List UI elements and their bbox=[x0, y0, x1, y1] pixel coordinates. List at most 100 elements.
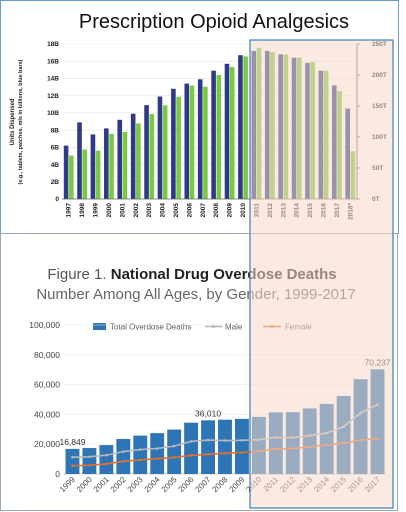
bottom-bar-total-2008 bbox=[218, 419, 232, 474]
bottom-point-female bbox=[122, 460, 125, 463]
bottom-point-male bbox=[71, 455, 74, 459]
bottom-point-female bbox=[206, 452, 210, 456]
bottom-chart-subtitle: Number Among All Ages, by Gender, 1999-2… bbox=[36, 286, 355, 303]
top-chart-title: Prescription Opioid Analgesics bbox=[79, 11, 349, 33]
bottom-point-female bbox=[376, 437, 379, 440]
bottom-y-tick-label: 40,000 bbox=[34, 409, 60, 419]
top-bar-units-2006 bbox=[184, 83, 190, 199]
top-bar-units-1998 bbox=[77, 122, 82, 199]
top-x-tick-label: 2007 bbox=[200, 203, 207, 218]
bottom-bar-total-2010 bbox=[251, 416, 266, 474]
bottom-point-female bbox=[257, 449, 261, 453]
top-x-tick-label: 2009 bbox=[227, 203, 234, 218]
bottom-point-female bbox=[308, 445, 312, 449]
left-axis-title-line1: Units Dispensed bbox=[10, 98, 16, 145]
top-bar-units-1999 bbox=[90, 134, 96, 199]
top-left-tick-label: 8B bbox=[51, 127, 60, 134]
bottom-x-tick-label: 2017 bbox=[363, 475, 382, 494]
top-left-tick-label: 2B bbox=[51, 179, 60, 186]
bottom-x-tick-label: 2008 bbox=[210, 475, 229, 494]
top-x-tick-label: 2000 bbox=[106, 203, 113, 218]
bottom-point-male bbox=[155, 447, 159, 450]
left-axis-title-line2: (e.g., tablets, patches, mls in billions… bbox=[18, 59, 24, 184]
top-bar-units-2005 bbox=[171, 88, 176, 199]
bottom-y-tick-label: 20,000 bbox=[34, 439, 60, 449]
bottom-y-tick-label: 80,000 bbox=[34, 350, 60, 360]
top-left-tick-label: 10B bbox=[47, 110, 59, 117]
bottom-point-female bbox=[291, 447, 295, 450]
bottom-point-male bbox=[376, 403, 379, 406]
bottom-point-female bbox=[223, 451, 227, 455]
legend: Total Overdose Deaths Male Female bbox=[93, 323, 312, 332]
legend-swatch-total bbox=[93, 323, 106, 330]
bottom-point-male bbox=[172, 444, 176, 448]
top-bar-units-1997 bbox=[63, 145, 69, 199]
top-bar-mme-2007 bbox=[203, 86, 208, 199]
bottom-bar-total-2004 bbox=[150, 433, 165, 474]
bottom-point-male bbox=[189, 440, 193, 443]
bottom-bar-total-2006 bbox=[184, 422, 199, 474]
bottom-bar-total-2007 bbox=[201, 420, 216, 474]
legend-label-female: Female bbox=[285, 323, 312, 332]
top-bar-units-2010 bbox=[238, 55, 243, 199]
bottom-point-female bbox=[240, 451, 244, 454]
top-bar-mme-2000 bbox=[109, 133, 114, 199]
bottom-x-tick-label: 2013 bbox=[295, 475, 314, 494]
top-bar-mme-2006 bbox=[189, 85, 195, 199]
bottom-y-tick-label: 60,000 bbox=[34, 380, 60, 390]
bottom-point-female bbox=[138, 458, 142, 462]
bottom-bar-total-2014 bbox=[319, 403, 334, 474]
bottom-y-tick-label: 100,000 bbox=[29, 320, 60, 330]
bottom-x-tick-label: 2015 bbox=[329, 475, 348, 494]
bottom-bar-total-2013 bbox=[302, 408, 317, 474]
bottom-point-female bbox=[88, 463, 91, 467]
legend-marker-female bbox=[270, 324, 274, 329]
top-bar-mme-2005 bbox=[176, 96, 181, 199]
top-bar-mme-2008 bbox=[216, 75, 222, 199]
bottom-point-female bbox=[155, 457, 159, 460]
bottom-point-male bbox=[359, 411, 362, 415]
bottom-point-female bbox=[359, 438, 362, 442]
bottom-x-tick-label: 2011 bbox=[262, 475, 281, 494]
top-bar-units-2000 bbox=[104, 128, 109, 199]
top-bar-mme-2002 bbox=[136, 123, 141, 199]
bottom-point-female bbox=[105, 462, 108, 466]
bottom-x-tick-label: 2004 bbox=[143, 475, 162, 494]
bottom-bar-total-2017 bbox=[370, 369, 385, 474]
bottom-bar-total-2012 bbox=[285, 412, 300, 474]
bottom-data-label: 70,237 bbox=[365, 357, 391, 367]
legend-label-total: Total Overdose Deaths bbox=[110, 323, 191, 332]
bottom-bar-total-1999 bbox=[65, 448, 80, 474]
bottom-data-label: 16,849 bbox=[59, 437, 85, 447]
bottom-y-tick-label: 0 bbox=[55, 469, 60, 479]
top-left-tick-label: 18B bbox=[47, 41, 59, 48]
title-bold: National Drug Overdose Deaths bbox=[111, 266, 337, 283]
top-x-tick-label: 2006 bbox=[186, 203, 193, 218]
bottom-x-tick-label: 2007 bbox=[194, 475, 213, 494]
bottom-x-tick-label: 2002 bbox=[109, 475, 128, 494]
top-x-tick-label: 2010 bbox=[240, 203, 247, 218]
top-bar-mme-2009 bbox=[229, 66, 235, 199]
top-x-tick-label: 1999 bbox=[93, 203, 100, 218]
top-left-tick-label: 14B bbox=[47, 76, 59, 83]
bottom-bar-total-2015 bbox=[336, 395, 351, 474]
bottom-point-male bbox=[240, 439, 244, 442]
top-bar-mme-2004 bbox=[162, 105, 168, 199]
top-bar-units-2008 bbox=[211, 70, 216, 199]
top-x-tick-label: 2001 bbox=[119, 203, 126, 218]
title-prefix: Figure 1. bbox=[47, 266, 110, 283]
top-x-tick-label: 2004 bbox=[160, 203, 167, 218]
top-bar-units-2007 bbox=[197, 79, 203, 199]
bottom-bar-total-2001 bbox=[99, 445, 114, 474]
bottom-point-female bbox=[189, 454, 193, 457]
bottom-point-female bbox=[71, 464, 74, 467]
top-bar-units-2004 bbox=[157, 96, 163, 199]
top-left-tick-label: 16B bbox=[47, 58, 59, 65]
top-bar-mme-1998 bbox=[82, 149, 88, 199]
bottom-bar-total-2002 bbox=[116, 438, 131, 474]
bottom-point-male bbox=[223, 439, 227, 442]
bottom-bar-total-2000 bbox=[82, 448, 97, 474]
top-x-tick-label: 1998 bbox=[79, 203, 86, 218]
bottom-x-tick-label: 2014 bbox=[312, 475, 331, 494]
